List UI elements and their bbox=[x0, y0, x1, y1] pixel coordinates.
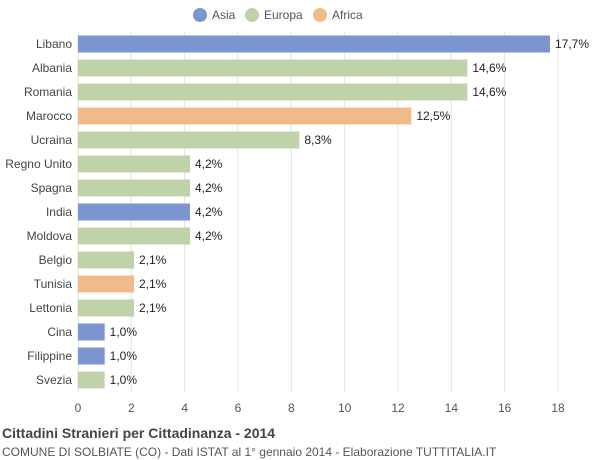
bar bbox=[78, 131, 300, 149]
value-label: 4,2% bbox=[195, 205, 223, 219]
category-label: Filippine bbox=[27, 349, 72, 363]
value-label: 2,1% bbox=[139, 301, 167, 315]
category-label: Cina bbox=[47, 325, 72, 339]
category-label: Libano bbox=[36, 37, 72, 51]
category-label: Moldova bbox=[27, 229, 73, 243]
value-label: 4,2% bbox=[195, 229, 223, 243]
x-tick-label: 0 bbox=[75, 401, 82, 415]
value-label: 8,3% bbox=[304, 133, 332, 147]
value-label: 4,2% bbox=[195, 181, 223, 195]
bar bbox=[78, 227, 190, 245]
x-tick-label: 2 bbox=[128, 401, 135, 415]
value-label: 17,7% bbox=[555, 37, 589, 51]
x-tick-label: 10 bbox=[338, 401, 352, 415]
x-tick-label: 6 bbox=[235, 401, 242, 415]
value-label: 2,1% bbox=[139, 253, 167, 267]
bar bbox=[78, 251, 134, 269]
x-tick-label: 16 bbox=[498, 401, 512, 415]
bar bbox=[78, 155, 190, 173]
category-label: Belgio bbox=[39, 253, 73, 267]
bar bbox=[78, 371, 105, 389]
bar bbox=[78, 323, 105, 341]
legend-marker bbox=[193, 8, 207, 22]
chart-title: Cittadini Stranieri per Cittadinanza - 2… bbox=[2, 425, 276, 441]
chart-subtitle: COMUNE DI SOLBIATE (CO) - Dati ISTAT al … bbox=[2, 445, 497, 459]
legend-marker bbox=[245, 8, 259, 22]
bar bbox=[78, 59, 468, 77]
bar bbox=[78, 107, 412, 125]
x-tick-label: 4 bbox=[181, 401, 188, 415]
value-label: 14,6% bbox=[472, 61, 506, 75]
x-tick-label: 12 bbox=[391, 401, 405, 415]
category-label: Tunisia bbox=[34, 277, 73, 291]
bar bbox=[78, 35, 550, 53]
legend-marker bbox=[313, 8, 327, 22]
category-label: Albania bbox=[32, 61, 72, 75]
value-label: 1,0% bbox=[110, 349, 138, 363]
category-label: Lettonia bbox=[29, 301, 72, 315]
value-label: 12,5% bbox=[416, 109, 450, 123]
category-label: India bbox=[46, 205, 72, 219]
category-label: Svezia bbox=[36, 373, 72, 387]
bar bbox=[78, 347, 105, 365]
legend-label: Europa bbox=[264, 8, 303, 22]
legend-label: Asia bbox=[212, 8, 236, 22]
category-label: Regno Unito bbox=[5, 157, 72, 171]
bar bbox=[78, 83, 468, 101]
legend-label: Africa bbox=[332, 8, 363, 22]
category-label: Romania bbox=[24, 85, 72, 99]
x-tick-label: 8 bbox=[288, 401, 295, 415]
bar bbox=[78, 203, 190, 221]
x-tick-label: 14 bbox=[445, 401, 459, 415]
value-label: 1,0% bbox=[110, 373, 138, 387]
category-label: Marocco bbox=[26, 109, 72, 123]
value-label: 2,1% bbox=[139, 277, 167, 291]
bar bbox=[78, 299, 134, 317]
bar-chart: 0 2 4 6 8 10 12 14 16 18 Libano 17,7% Albania 14,6% Ro… bbox=[5, 8, 589, 415]
category-label: Ucraina bbox=[31, 133, 73, 147]
category-label: Spagna bbox=[31, 181, 73, 195]
value-label: 1,0% bbox=[110, 325, 138, 339]
bar bbox=[78, 275, 134, 293]
bar bbox=[78, 179, 190, 197]
x-tick-label: 18 bbox=[551, 401, 565, 415]
value-label: 14,6% bbox=[472, 85, 506, 99]
value-label: 4,2% bbox=[195, 157, 223, 171]
